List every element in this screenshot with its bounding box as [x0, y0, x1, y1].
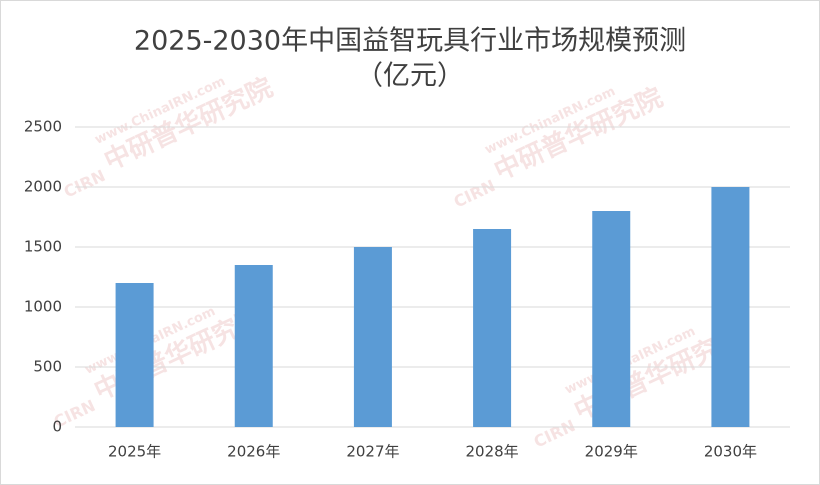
- y-tick-label: 2000: [24, 178, 62, 196]
- bar: [234, 265, 273, 427]
- y-tick-label: 0: [52, 418, 62, 436]
- y-tick-label: 500: [33, 358, 62, 376]
- x-tick-label: 2027年: [346, 443, 399, 461]
- y-tick-label: 1000: [24, 298, 62, 316]
- x-tick-label: 2028年: [465, 443, 518, 461]
- x-tick-label: 2030年: [704, 443, 757, 461]
- x-tick-label: 2025年: [108, 443, 161, 461]
- x-tick-label: 2026年: [227, 443, 280, 461]
- bar: [473, 229, 512, 427]
- bar: [115, 283, 154, 427]
- x-tick-label: 2029年: [585, 443, 638, 461]
- bar: [353, 247, 392, 427]
- chart-title: 2025-2030年中国益智玩具行业市场规模预测: [134, 26, 686, 57]
- y-tick-label: 1500: [24, 238, 62, 256]
- bar: [711, 187, 750, 427]
- y-tick-label: 2500: [24, 118, 62, 136]
- bar: [592, 211, 631, 427]
- chart-subtitle: （亿元）: [356, 61, 464, 92]
